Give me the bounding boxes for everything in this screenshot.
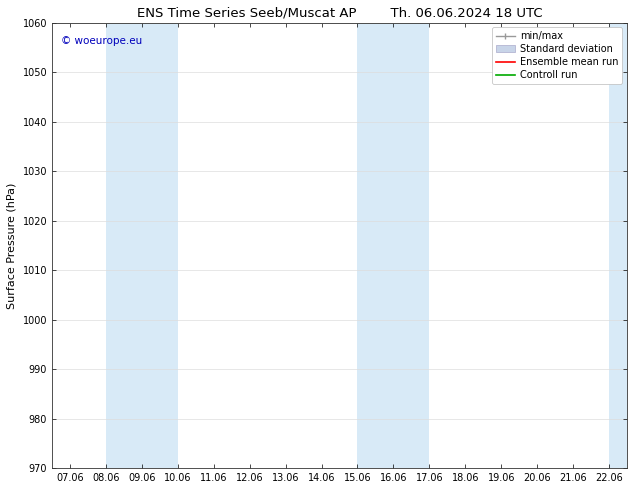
- Bar: [106, 23, 178, 468]
- Y-axis label: Surface Pressure (hPa): Surface Pressure (hPa): [7, 182, 17, 309]
- Text: © woeurope.eu: © woeurope.eu: [61, 36, 142, 46]
- Bar: [358, 23, 429, 468]
- Legend: min/max, Standard deviation, Ensemble mean run, Controll run: min/max, Standard deviation, Ensemble me…: [491, 27, 622, 84]
- Bar: [609, 23, 627, 468]
- Title: ENS Time Series Seeb/Muscat AP        Th. 06.06.2024 18 UTC: ENS Time Series Seeb/Muscat AP Th. 06.06…: [137, 7, 542, 20]
